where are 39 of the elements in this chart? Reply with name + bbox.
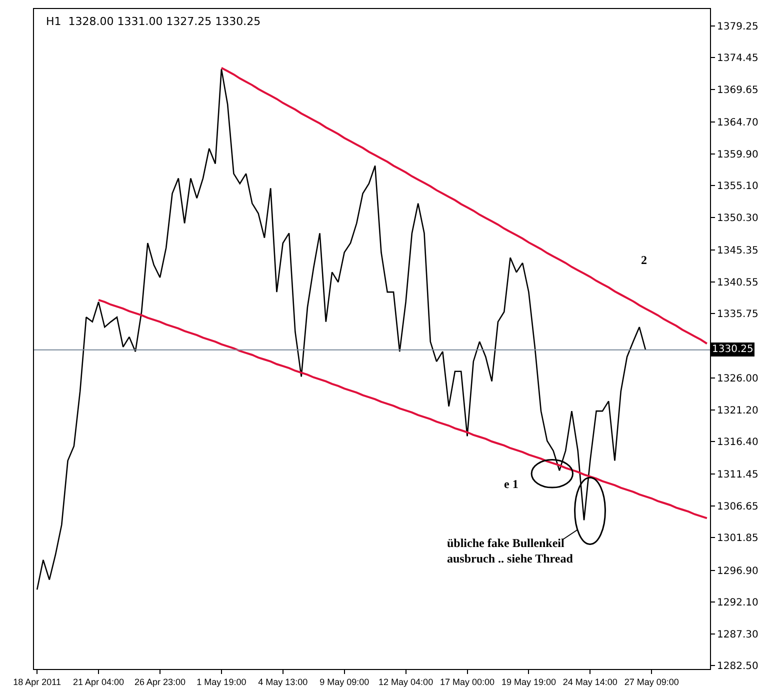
x-tick-label: 4 May 13:00	[258, 676, 308, 687]
x-tick-label: 18 Apr 2011	[13, 676, 62, 687]
y-tick-label: 1340.55	[717, 277, 758, 288]
ref-line-label: 1330.25	[712, 344, 754, 355]
line-series	[220, 66, 708, 345]
x-tick-label: 9 May 09:00	[320, 676, 370, 687]
y-tick-label: 1292.10	[717, 598, 758, 609]
y-tick-label: 1311.45	[717, 470, 758, 481]
y-tick-label: 1379.25	[717, 21, 758, 32]
y-tick-label: 1287.30	[717, 629, 758, 640]
annotation: e 1	[504, 477, 518, 491]
y-tick-label: 1296.90	[717, 566, 758, 577]
x-tick-label: 12 May 04:00	[378, 676, 434, 687]
x-tick-label: 17 May 00:00	[440, 676, 495, 687]
x-tick-label: 1 May 19:00	[196, 676, 246, 687]
y-tick-label: 1306.65	[717, 501, 758, 512]
y-tick-label: 1369.65	[717, 84, 758, 96]
y-tick-label: 1282.50	[717, 661, 758, 672]
y-tick-label: 1301.85	[717, 533, 758, 544]
x-tick-label: 26 Apr 23:00	[134, 676, 186, 687]
y-tick-label: 1316.40	[717, 437, 758, 448]
x-tick-label: 19 May 19:00	[501, 676, 556, 687]
annotation: übliche fake Bullenkeil ausbruch .. siehe Thread	[447, 536, 574, 566]
annotation: 2	[641, 253, 647, 267]
line-series	[98, 298, 708, 520]
x-tick-label: 24 May 14:00	[562, 676, 618, 687]
y-tick-label: 1321.20	[717, 405, 758, 416]
y-tick-label: 1364.70	[717, 118, 758, 129]
y-tick-label: 1345.35	[717, 246, 758, 257]
x-tick-label: 27 May 09:00	[624, 676, 679, 687]
y-tick-label: 1350.30	[717, 212, 758, 224]
x-tick-label: 21 Apr 04:00	[73, 676, 124, 687]
y-tick-label: 1374.45	[717, 53, 758, 64]
y-tick-label: 1335.75	[717, 309, 758, 320]
text: H1 1328.00 1331.00 1327.25 1330.25	[46, 15, 261, 28]
y-tick-label: 1359.90	[717, 149, 758, 160]
y-tick-label: 1326.00	[717, 374, 758, 385]
y-tick-label: 1355.10	[717, 181, 758, 192]
line-series	[36, 68, 646, 590]
